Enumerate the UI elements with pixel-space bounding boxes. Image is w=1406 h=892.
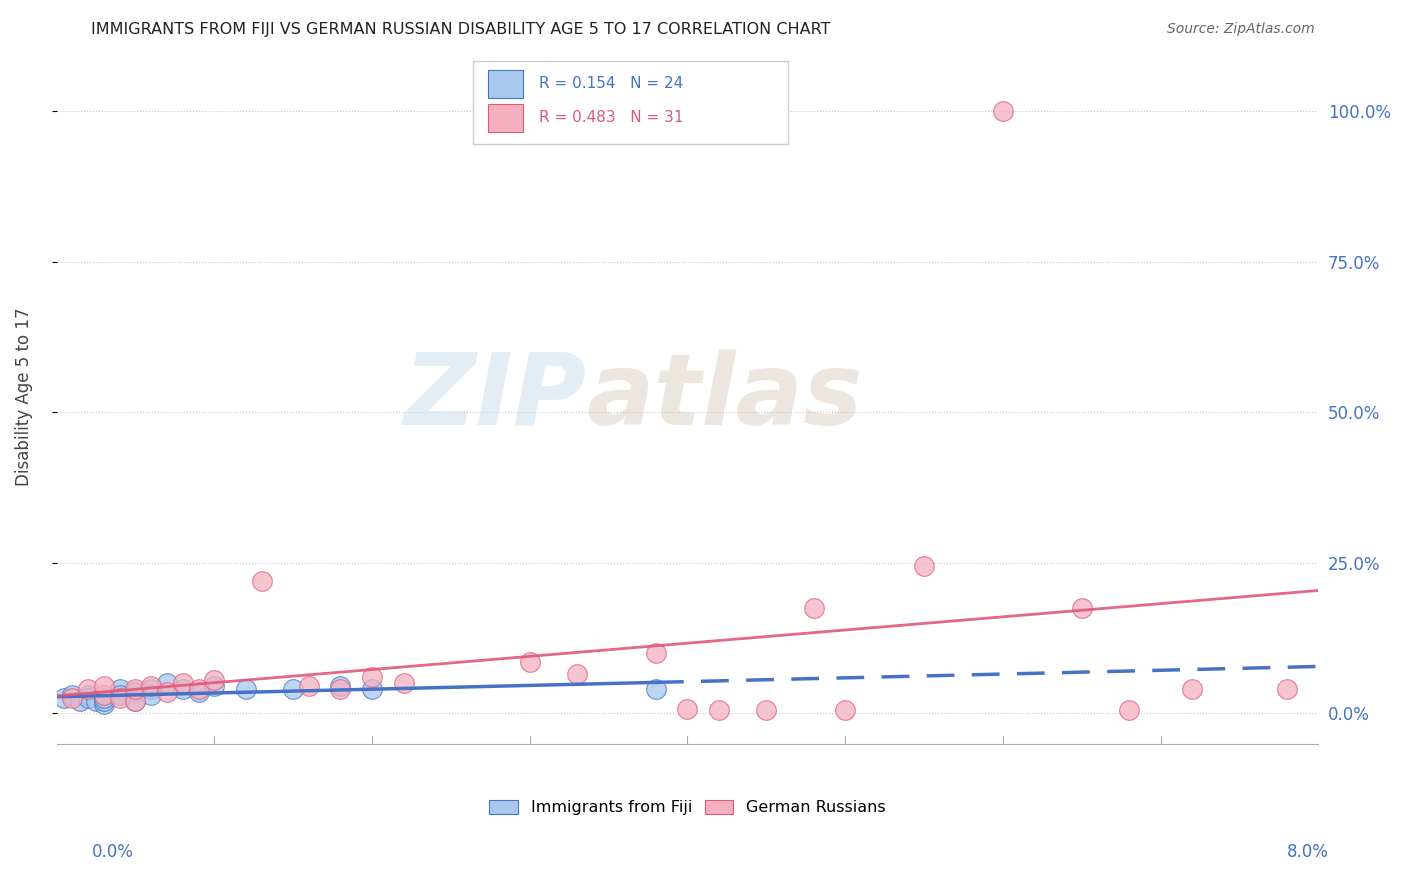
Text: 8.0%: 8.0% [1286, 843, 1329, 861]
Point [156, 685, 179, 699]
Point [250, 574, 273, 588]
Point [392, 676, 415, 690]
Point [676, 701, 699, 715]
Point [69, 694, 91, 708]
Point [645, 682, 668, 697]
Point [1181, 682, 1204, 697]
Point [329, 679, 352, 693]
Point [77, 682, 100, 697]
Point [93, 679, 115, 693]
Text: IMMIGRANTS FROM FIJI VS GERMAN RUSSIAN DISABILITY AGE 5 TO 17 CORRELATION CHART: IMMIGRANTS FROM FIJI VS GERMAN RUSSIAN D… [91, 22, 831, 37]
Point [84, 694, 107, 708]
Point [645, 646, 668, 660]
Point [834, 703, 856, 717]
FancyBboxPatch shape [488, 70, 523, 98]
Point [187, 682, 209, 697]
Point [187, 685, 209, 699]
Text: ZIP: ZIP [404, 349, 586, 446]
Point [991, 103, 1014, 118]
Point [141, 679, 163, 693]
Text: 0.0%: 0.0% [91, 843, 134, 861]
Point [1118, 703, 1140, 717]
Point [707, 703, 730, 717]
Point [124, 694, 146, 708]
Point [202, 679, 225, 693]
Point [519, 655, 541, 669]
Y-axis label: Disability Age 5 to 17: Disability Age 5 to 17 [15, 308, 32, 486]
Point [108, 682, 131, 697]
Point [108, 691, 131, 706]
Point [93, 689, 115, 703]
Point [298, 679, 321, 693]
Point [1070, 601, 1092, 615]
Point [60, 691, 83, 706]
Point [172, 676, 194, 690]
Point [235, 682, 257, 697]
Point [77, 691, 100, 706]
Point [172, 682, 194, 697]
Point [156, 676, 179, 690]
Point [77, 689, 100, 703]
Point [93, 694, 115, 708]
Text: R = 0.483   N = 31: R = 0.483 N = 31 [538, 111, 683, 126]
Point [141, 689, 163, 703]
FancyBboxPatch shape [488, 104, 523, 132]
Text: R = 0.154   N = 24: R = 0.154 N = 24 [538, 77, 683, 92]
Point [108, 689, 131, 703]
FancyBboxPatch shape [472, 61, 789, 145]
Point [361, 670, 384, 684]
Point [93, 698, 115, 712]
Legend: Immigrants from Fiji, German Russians: Immigrants from Fiji, German Russians [489, 799, 886, 815]
Point [141, 682, 163, 697]
Point [1275, 682, 1298, 697]
Point [329, 682, 352, 697]
Point [202, 673, 225, 688]
Point [53, 691, 76, 706]
Point [124, 685, 146, 699]
Text: atlas: atlas [586, 349, 863, 446]
Point [283, 682, 305, 697]
Point [565, 667, 588, 681]
Point [124, 682, 146, 697]
Point [755, 703, 778, 717]
Point [60, 689, 83, 703]
Point [124, 694, 146, 708]
Point [93, 691, 115, 706]
Point [912, 558, 935, 573]
Point [361, 682, 384, 697]
Text: Source: ZipAtlas.com: Source: ZipAtlas.com [1167, 22, 1315, 37]
Point [803, 601, 825, 615]
